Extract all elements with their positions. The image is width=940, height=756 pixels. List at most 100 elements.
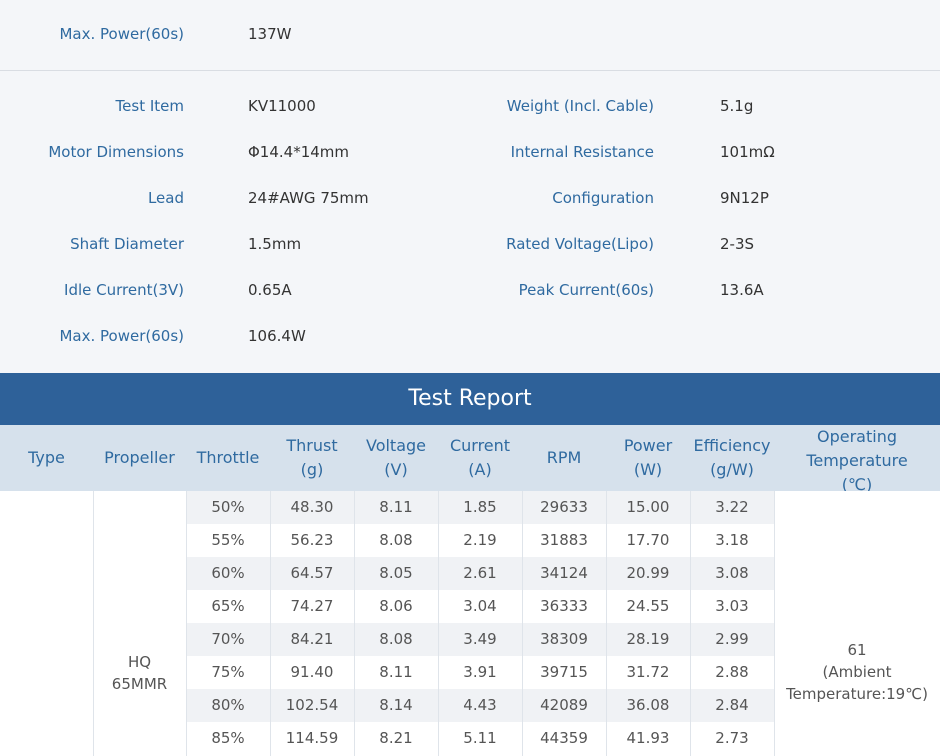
spec-label: Idle Current(3V)	[64, 281, 184, 299]
cell-voltage: 8.08	[379, 531, 413, 549]
cell-rpm: 34124	[540, 564, 588, 582]
header-unit: (℃)	[841, 475, 873, 491]
column-divider	[606, 491, 607, 756]
cell-current: 3.04	[463, 597, 497, 615]
header-rpm: RPM	[522, 425, 606, 491]
cell-voltage: 8.14	[379, 696, 413, 714]
header-voltage: Voltage (V)	[354, 425, 438, 491]
temperature-value: 61	[847, 641, 867, 659]
column-divider	[270, 491, 271, 756]
spec-value: 13.6A	[720, 281, 764, 299]
header-throttle: Throttle	[186, 425, 270, 491]
cell-current: 3.49	[463, 630, 497, 648]
spec-label: Lead	[147, 189, 184, 207]
cell-thrust: 91.40	[290, 663, 334, 681]
spec-label: Max. Power(60s)	[59, 25, 184, 43]
cell-thrust: 48.30	[290, 498, 334, 516]
spec-label: Shaft Diameter	[70, 235, 184, 253]
header-text: RPM	[546, 448, 582, 467]
header-thrust: Thrust (g)	[270, 425, 354, 491]
spec-label: Peak Current(60s)	[518, 281, 654, 299]
spec-value: KV11000	[248, 97, 316, 115]
spec-label: Max. Power(60s)	[59, 327, 184, 345]
spec-value: 5.1g	[720, 97, 754, 115]
cell-current: 1.85	[463, 498, 497, 516]
header-text: Thrust	[286, 436, 338, 455]
cell-voltage: 8.06	[379, 597, 413, 615]
spec-label: Rated Voltage(Lipo)	[506, 235, 654, 253]
spec-table: Test Item KV11000 Motor Dimensions Φ14.4…	[0, 71, 940, 373]
cell-efficiency: 3.18	[715, 531, 749, 549]
cell-throttle: 75%	[211, 663, 245, 681]
column-divider	[186, 491, 187, 756]
header-unit: (A)	[468, 460, 492, 479]
cell-thrust: 64.57	[290, 564, 334, 582]
cell-power: 28.19	[626, 630, 670, 648]
propeller-cell: HQ 65MMR	[93, 651, 186, 695]
spec-label: Internal Resistance	[510, 143, 654, 161]
cell-thrust: 74.27	[290, 597, 334, 615]
header-type: Type	[0, 425, 93, 491]
propeller-model: 65MMR	[111, 675, 168, 693]
cell-efficiency: 2.84	[715, 696, 749, 714]
test-data-table: 50% 48.30 8.11 1.85 29633 15.00 3.22 55%…	[0, 491, 940, 756]
cell-rpm: 29633	[540, 498, 588, 516]
header-efficiency: Efficiency (g/W)	[690, 425, 774, 491]
column-divider	[354, 491, 355, 756]
spec-value: 0.65A	[248, 281, 292, 299]
cell-power: 17.70	[626, 531, 670, 549]
cell-rpm: 39715	[540, 663, 588, 681]
spec-value: Φ14.4*14mm	[248, 143, 350, 161]
cell-voltage: 8.08	[379, 630, 413, 648]
temperature-note: Temperature:19℃)	[786, 685, 928, 703]
cell-power: 41.93	[626, 729, 670, 747]
cell-power: 15.00	[626, 498, 670, 516]
header-text: Power	[623, 436, 673, 455]
spec-value: 106.4W	[248, 327, 306, 345]
header-text: Propeller	[104, 448, 175, 467]
header-propeller: Propeller	[93, 425, 186, 491]
table-header: Type Propeller Throttle Thrust (g) Volta…	[0, 425, 940, 491]
cell-power: 24.55	[626, 597, 670, 615]
spec-value: 101mΩ	[720, 143, 775, 161]
spec-value: 24#AWG 75mm	[248, 189, 369, 207]
cell-thrust: 102.54	[285, 696, 339, 714]
header-text: Throttle	[196, 448, 260, 467]
header-text: Operating	[817, 427, 897, 446]
cell-current: 3.91	[463, 663, 497, 681]
table-row: 85% 114.59 8.21 5.11 44359 41.93 2.73	[186, 722, 774, 755]
temperature-note: (Ambient	[822, 663, 892, 681]
spec-label: Weight (Incl. Cable)	[506, 97, 654, 115]
header-current: Current (A)	[438, 425, 522, 491]
cell-throttle: 70%	[211, 630, 245, 648]
cell-rpm: 38309	[540, 630, 588, 648]
header-unit: (g)	[300, 460, 324, 479]
cell-throttle: 80%	[211, 696, 245, 714]
header-text: Voltage	[365, 436, 426, 455]
cell-thrust: 56.23	[290, 531, 334, 549]
cell-current: 2.61	[463, 564, 497, 582]
cell-thrust: 84.21	[290, 630, 334, 648]
cell-voltage: 8.11	[379, 663, 413, 681]
cell-power: 31.72	[626, 663, 670, 681]
cell-voltage: 8.05	[379, 564, 413, 582]
spec-value: 137W	[248, 25, 292, 43]
top-spec-section: Max. Power(60s) 137W	[0, 0, 940, 71]
cell-thrust: 114.59	[285, 729, 339, 747]
cell-rpm: 44359	[540, 729, 588, 747]
header-unit: (W)	[633, 460, 663, 479]
header-text: Temperature	[806, 451, 908, 470]
cell-efficiency: 2.73	[715, 729, 749, 747]
cell-rpm: 42089	[540, 696, 588, 714]
cell-voltage: 8.11	[379, 498, 413, 516]
section-divider	[0, 70, 940, 71]
header-text: Type	[28, 448, 65, 467]
cell-current: 5.11	[463, 729, 497, 747]
cell-current: 4.43	[463, 696, 497, 714]
cell-power: 36.08	[626, 696, 670, 714]
column-divider	[93, 491, 94, 756]
spec-label: Configuration	[552, 189, 654, 207]
table-row: 55% 56.23 8.08 2.19 31883 17.70 3.18	[186, 524, 774, 557]
table-row: 50% 48.30 8.11 1.85 29633 15.00 3.22	[186, 491, 774, 524]
column-divider	[774, 491, 775, 756]
